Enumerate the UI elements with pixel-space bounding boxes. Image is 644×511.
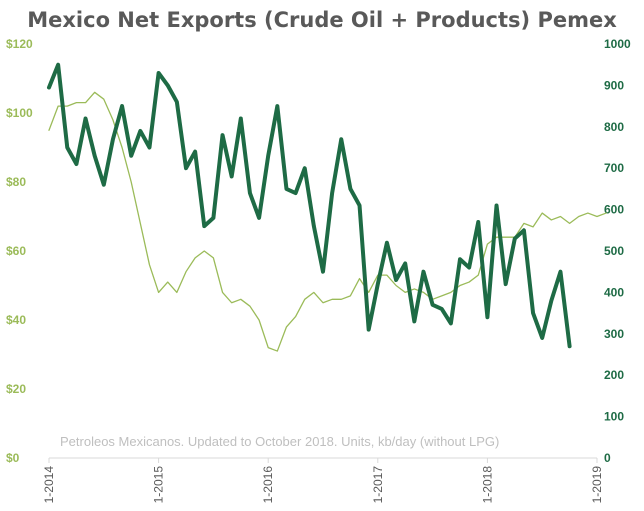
- right-axis-tick-label: 1000: [604, 37, 631, 51]
- right-axis-tick-label: 800: [604, 120, 624, 134]
- right-axis-tick-label: 900: [604, 78, 624, 92]
- x-axis-tick-label: 1-2017: [371, 466, 385, 504]
- source-note: Petroleos Mexicanos. Updated to October …: [60, 434, 499, 449]
- left-axis-tick-label: $60: [6, 244, 26, 258]
- left-axis-tick-label: $0: [6, 451, 20, 465]
- price-series-line: [48, 91, 607, 352]
- right-axis-tick-label: 700: [604, 161, 624, 175]
- right-axis-tick-label: 300: [604, 327, 624, 341]
- left-axis-tick-label: $20: [6, 382, 26, 396]
- right-axis-tick-label: 400: [604, 285, 624, 299]
- left-axis-tick-label: $80: [6, 175, 26, 189]
- right-axis-tick-label: 0: [604, 451, 611, 465]
- x-axis-tick-label: 1-2019: [590, 466, 604, 504]
- exports-series-line: [47, 62, 572, 349]
- left-axis-tick-label: $120: [6, 37, 33, 51]
- right-axis-tick-label: 600: [604, 203, 624, 217]
- left-axis-tick-label: $40: [6, 313, 26, 327]
- x-axis-tick-label: 1-2014: [42, 466, 56, 504]
- right-axis-tick-label: 100: [604, 410, 624, 424]
- right-axis-tick-label: 200: [604, 368, 624, 382]
- right-axis-tick-label: 500: [604, 244, 624, 258]
- chart-title: Mexico Net Exports (Crude Oil + Products…: [27, 8, 617, 32]
- x-axis-tick-label: 1-2016: [261, 466, 275, 504]
- left-axis-tick-label: $100: [6, 106, 33, 120]
- x-axis-tick-label: 1-2018: [480, 466, 494, 504]
- x-axis-tick-label: 1-2015: [152, 466, 166, 504]
